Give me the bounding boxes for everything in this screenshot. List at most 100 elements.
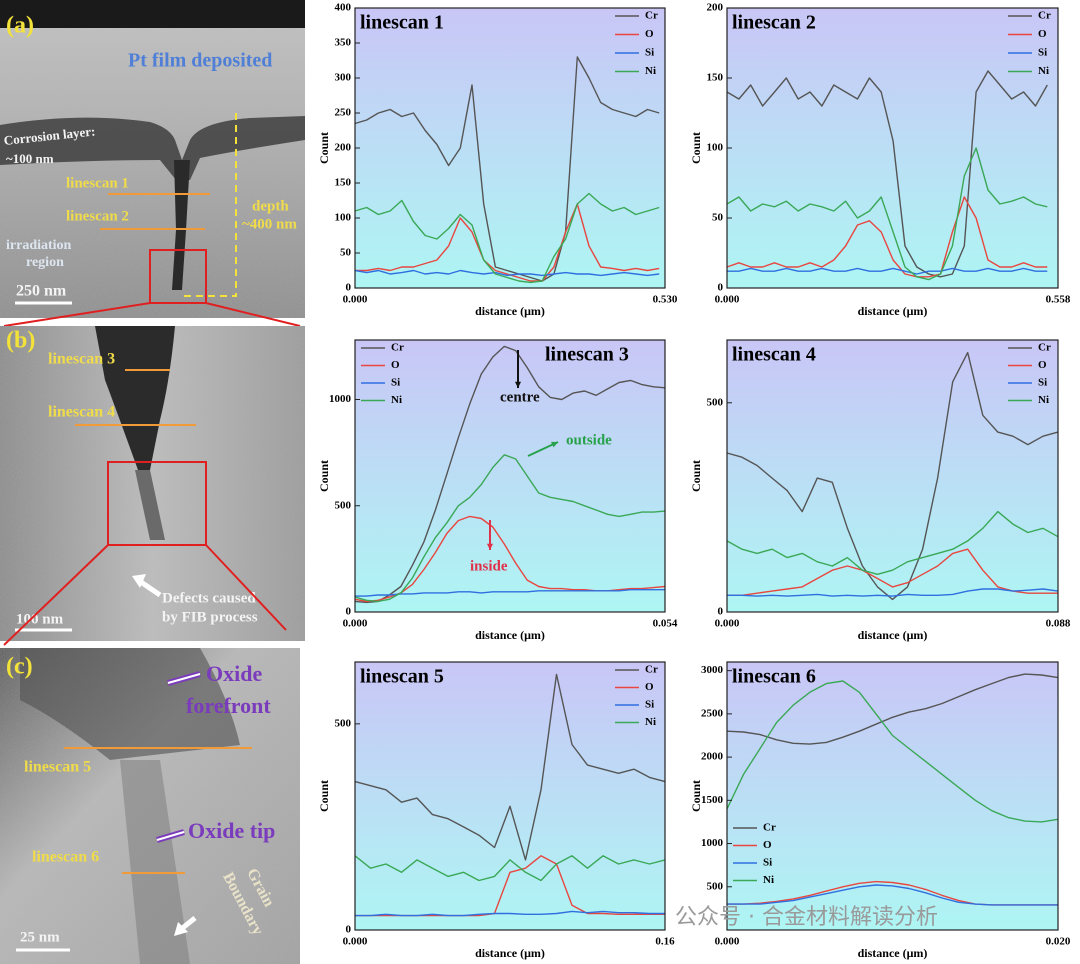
y-tick-label: 400 — [335, 2, 352, 14]
y-axis-label: Count — [689, 460, 703, 492]
series-line — [355, 589, 665, 597]
y-tick-label: 50 — [712, 212, 724, 224]
charts: 0 50 100 150 200 250 300 350 400 0.000 0.530 distan… — [317, 2, 1071, 960]
plot-area — [355, 662, 665, 930]
panel-a: (a) Pt film deposited Corrosion layer: ~… — [0, 0, 305, 318]
annotation: outside — [566, 432, 612, 448]
series-line — [354, 192, 660, 284]
annotation: inside — [470, 558, 508, 574]
legend-label: Si — [645, 699, 654, 711]
series-line — [354, 56, 660, 282]
legend-label: Si — [645, 47, 654, 59]
image-label: Defects caused — [162, 590, 256, 606]
legend-label: Si — [763, 857, 772, 869]
legend-label: O — [1038, 359, 1047, 371]
top-band — [0, 0, 305, 28]
series-line — [354, 269, 660, 277]
legend-label: Ni — [1038, 394, 1049, 406]
y-tick-label: 0 — [346, 606, 352, 618]
plot-frame — [726, 339, 1059, 613]
chart-title: linescan 1 — [360, 12, 444, 34]
corrosion-layer — [0, 116, 305, 180]
series-line — [727, 548, 1058, 596]
legend-label: O — [391, 359, 400, 371]
y-tick-label: 150 — [335, 177, 352, 189]
image-label: Oxide tip — [188, 818, 275, 843]
chart-title: linescan 4 — [732, 344, 816, 366]
image-label: forefront — [186, 693, 271, 718]
y-tick-label: 200 — [335, 142, 352, 154]
series-line — [727, 267, 1048, 275]
y-axis-label: Count — [317, 460, 331, 492]
y-tick-label: 500 — [335, 717, 352, 729]
y-tick-label: 50 — [340, 247, 352, 259]
arrow-head — [174, 922, 188, 936]
y-tick-label: 250 — [335, 107, 352, 119]
zoom-box — [149, 249, 207, 304]
zoom-line — [3, 544, 109, 646]
y-tick-label: 1500 — [701, 794, 724, 806]
legend-label: Ni — [645, 716, 656, 728]
series-line — [727, 588, 1059, 597]
legend-label: Cr — [763, 822, 776, 834]
scale-label: 25 nm — [20, 929, 60, 945]
y-tick-label: 0 — [346, 282, 352, 294]
y-tick-label: 1000 — [329, 393, 352, 405]
image-label: linescan 6 — [32, 849, 99, 866]
series-line — [354, 454, 666, 603]
legend-label: Cr — [1038, 342, 1051, 354]
chart-title: linescan 3 — [545, 344, 629, 366]
x-tick-label: 0.000 — [343, 294, 368, 306]
x-tick-label: 0.000 — [715, 936, 740, 948]
image-label: region — [26, 255, 64, 270]
x-tick-label: 0.088 — [1046, 618, 1071, 630]
zoom-line — [205, 544, 287, 631]
legend-label: O — [645, 28, 654, 40]
y-tick-label: 500 — [707, 396, 724, 408]
series-line — [726, 680, 1059, 823]
legend-label: Si — [1038, 377, 1047, 389]
x-axis-label: distance (μm) — [858, 628, 928, 642]
y-tick-label: 100 — [707, 142, 724, 154]
y-tick-label: 500 — [335, 499, 352, 511]
y-tick-label: 500 — [707, 880, 724, 892]
legend-label: Ni — [391, 394, 402, 406]
plot-frame — [354, 339, 666, 613]
x-axis-label: distance (μm) — [475, 304, 545, 318]
plot-area — [727, 8, 1058, 288]
plot-area — [355, 340, 665, 612]
y-tick-label: 0 — [346, 924, 352, 936]
image-label: linescan 2 — [66, 208, 129, 224]
x-tick-label: 0.000 — [715, 294, 740, 306]
chart-title: linescan 5 — [360, 666, 444, 688]
image-label: linescan 1 — [66, 175, 129, 191]
series-line — [726, 70, 1048, 278]
crack — [172, 160, 190, 290]
panel-b: (b) linescan 3 linescan 4 Defects caused… — [0, 326, 305, 641]
legend-label: Si — [391, 377, 400, 389]
y-tick-label: 200 — [707, 2, 724, 14]
x-tick-label: 0.000 — [715, 618, 740, 630]
depth-marker — [184, 113, 237, 297]
image-label: by FIB process — [162, 609, 258, 625]
x-axis-label: distance (μm) — [475, 628, 545, 642]
legend-label: O — [645, 681, 654, 693]
x-tick-label: 0.000 — [343, 618, 368, 630]
y-tick-label: 3000 — [701, 664, 724, 676]
image-label: linescan 4 — [48, 404, 115, 421]
panel-label: (b) — [6, 328, 35, 354]
series-line — [354, 673, 666, 861]
x-axis-label: distance (μm) — [858, 304, 928, 318]
legend-label: Cr — [1038, 10, 1051, 22]
legend-label: Ni — [1038, 65, 1049, 77]
scale-label: 250 nm — [16, 283, 67, 300]
y-tick-label: 350 — [335, 37, 352, 49]
series-line — [726, 147, 1048, 281]
y-tick-label: 0 — [718, 606, 724, 618]
arrow — [167, 673, 201, 684]
x-tick-label: 0.000 — [343, 936, 368, 948]
y-tick-label: 100 — [335, 212, 352, 224]
y-axis-label: Count — [317, 132, 331, 164]
y-tick-label: 150 — [707, 72, 724, 84]
